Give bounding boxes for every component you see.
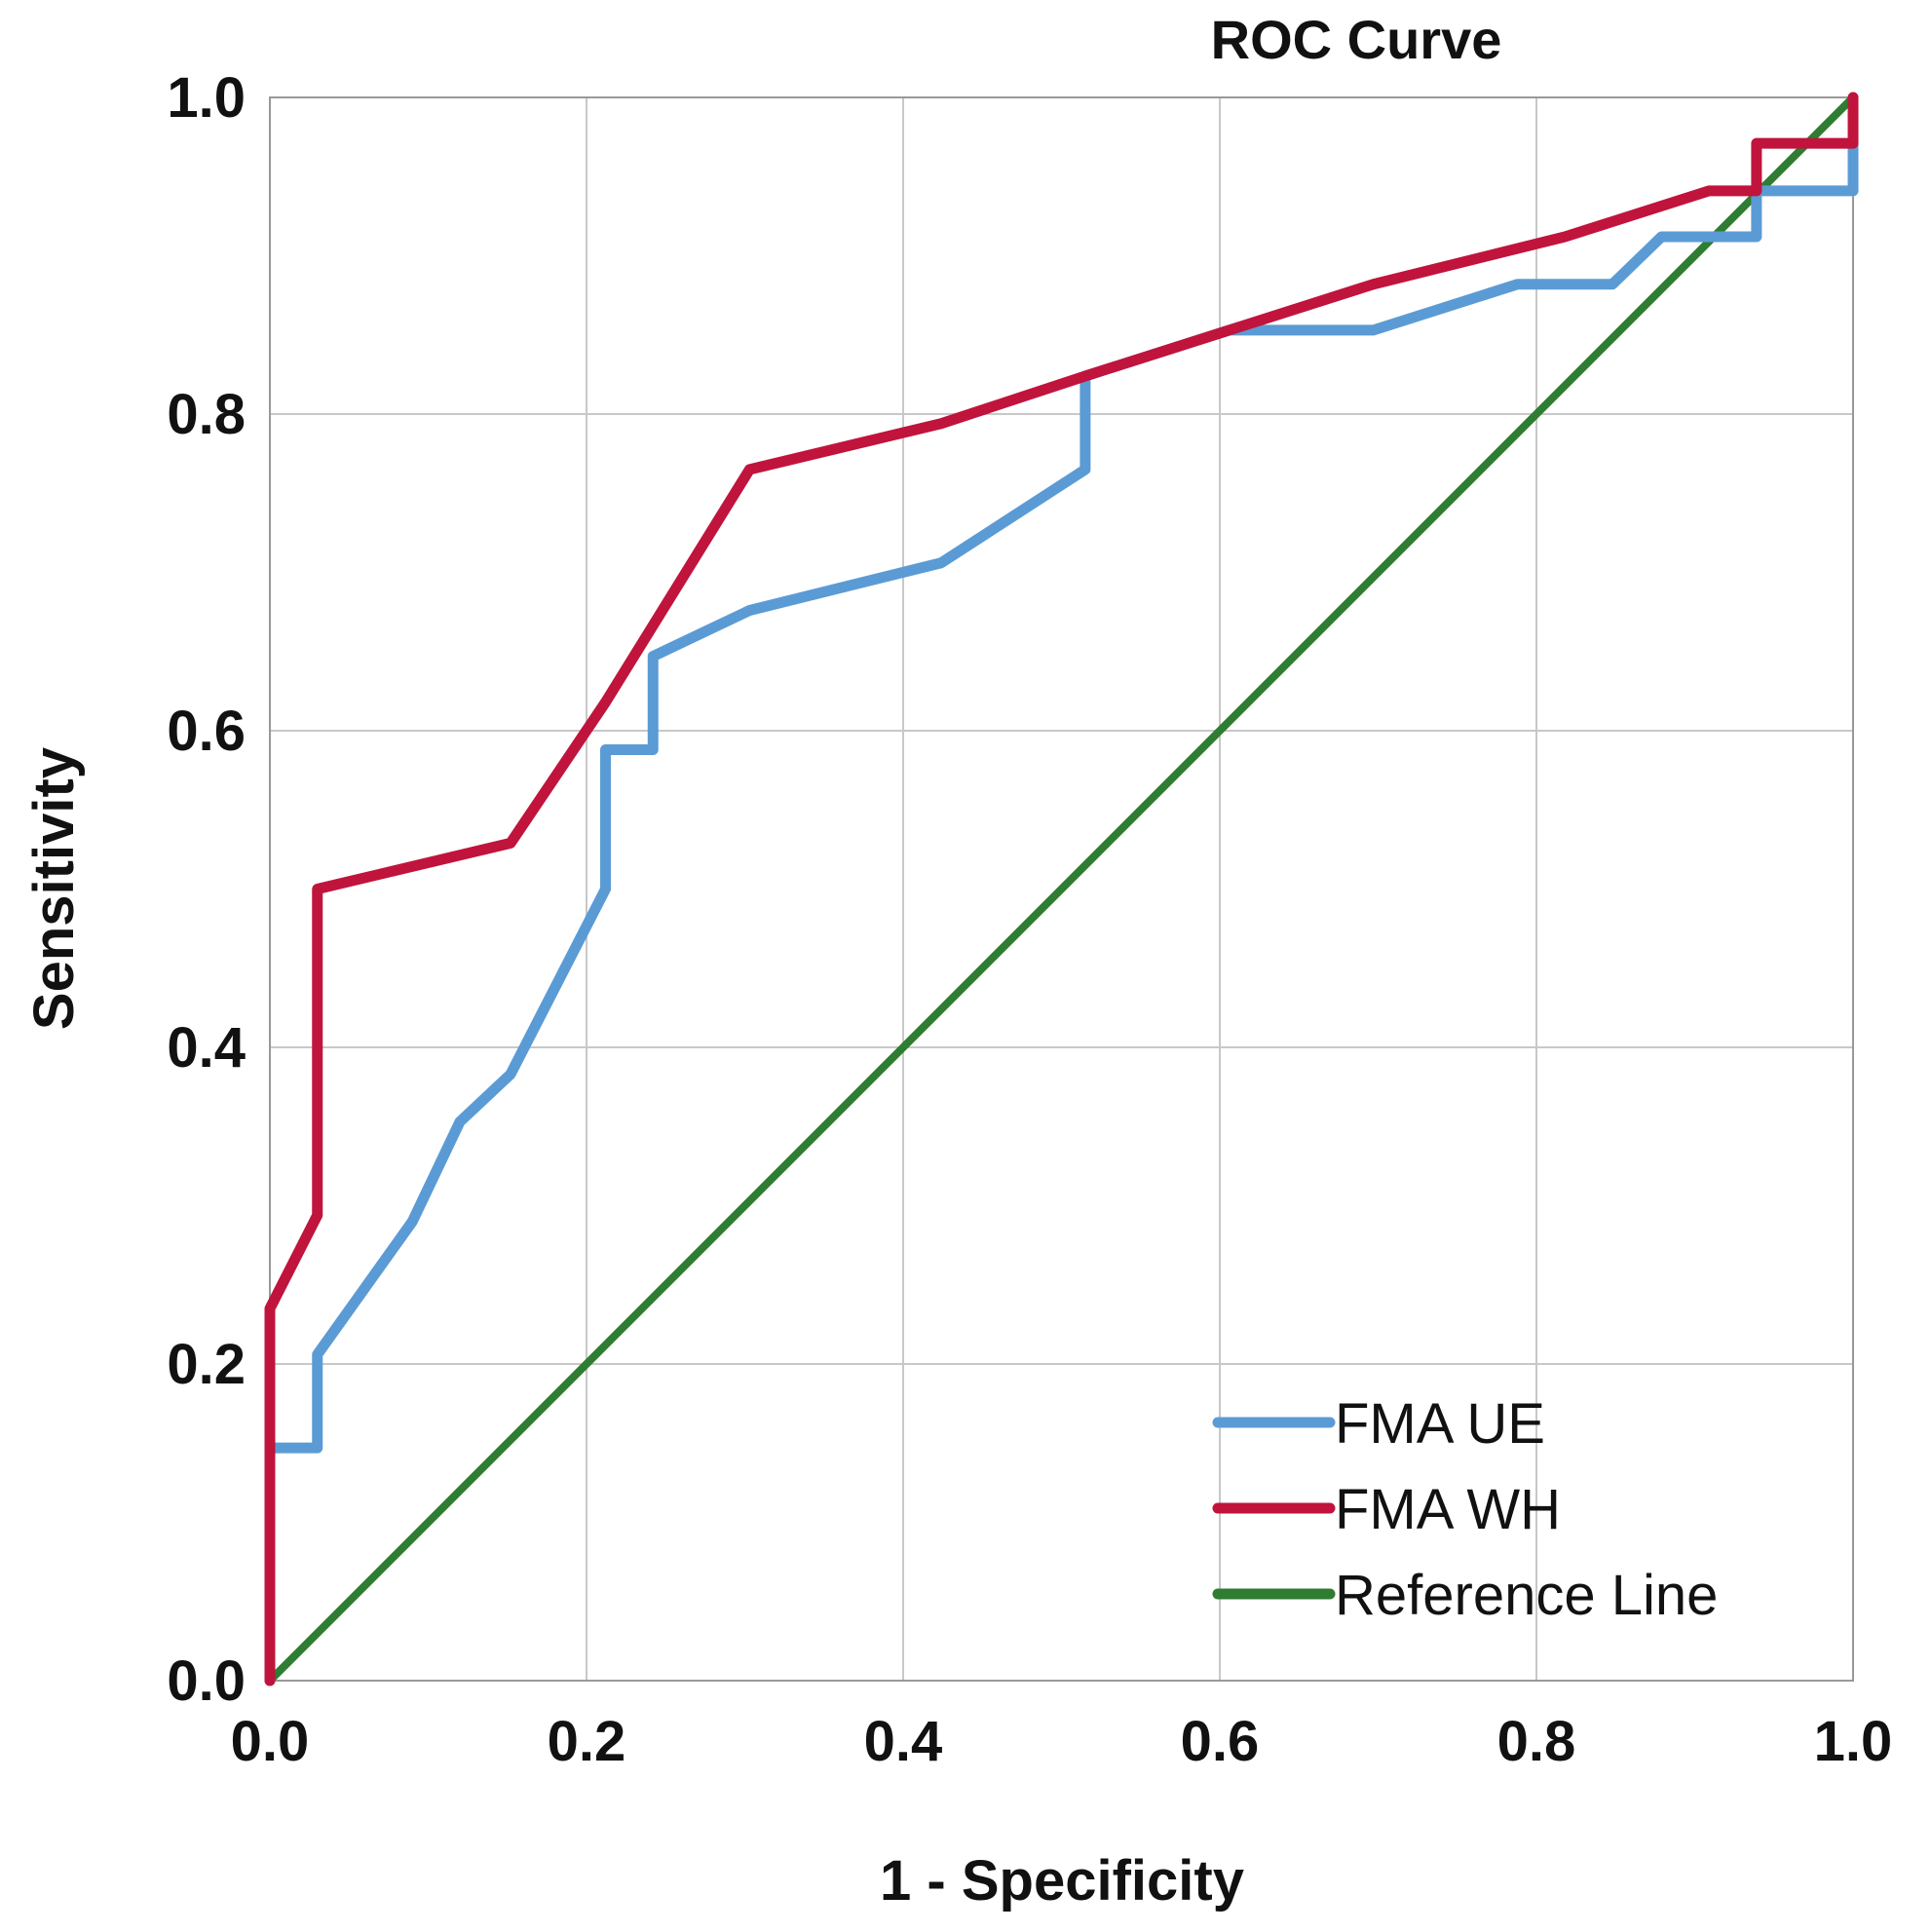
chart-title: ROC Curve [1211,9,1502,70]
y-tick-label: 0.6 [167,700,246,763]
y-tick-label: 0.8 [167,383,246,446]
legend-label-fma-wh: FMA WH [1335,1478,1561,1541]
series-line-fma-ue [264,92,1859,1686]
plot-frame [269,96,1854,1682]
x-tick-label: 0.8 [1497,1710,1576,1773]
y-axis-title: Sensitivity [22,747,86,1030]
x-tick-label: 0.4 [864,1710,943,1773]
y-tick-label: 1.0 [167,66,246,130]
series-line-reference-line [266,94,1857,1685]
y-tick-label: 0.0 [167,1649,246,1713]
x-tick-label: 1.0 [1814,1710,1893,1773]
y-tick-labels: 0.0 0.2 0.4 0.6 0.8 1.0 [167,66,246,1713]
legend: FMA UE FMA WH Reference Line [1212,1392,1718,1627]
legend-label-fma-ue: FMA UE [1335,1392,1545,1456]
series-layer [264,92,1859,1686]
series-line-fma-wh [264,92,1859,1686]
y-tick-label: 0.4 [167,1016,246,1080]
legend-label-reference-line: Reference Line [1335,1564,1718,1627]
x-tick-label: 0.0 [231,1710,310,1773]
x-axis-title: 1 - Specificity [880,1849,1244,1913]
y-tick-label: 0.2 [167,1333,246,1396]
x-tick-label: 0.6 [1181,1710,1260,1773]
x-tick-label: 0.2 [548,1710,626,1773]
x-tick-labels: 0.0 0.2 0.4 0.6 0.8 1.0 [231,1710,1893,1773]
grid [270,97,1853,1681]
